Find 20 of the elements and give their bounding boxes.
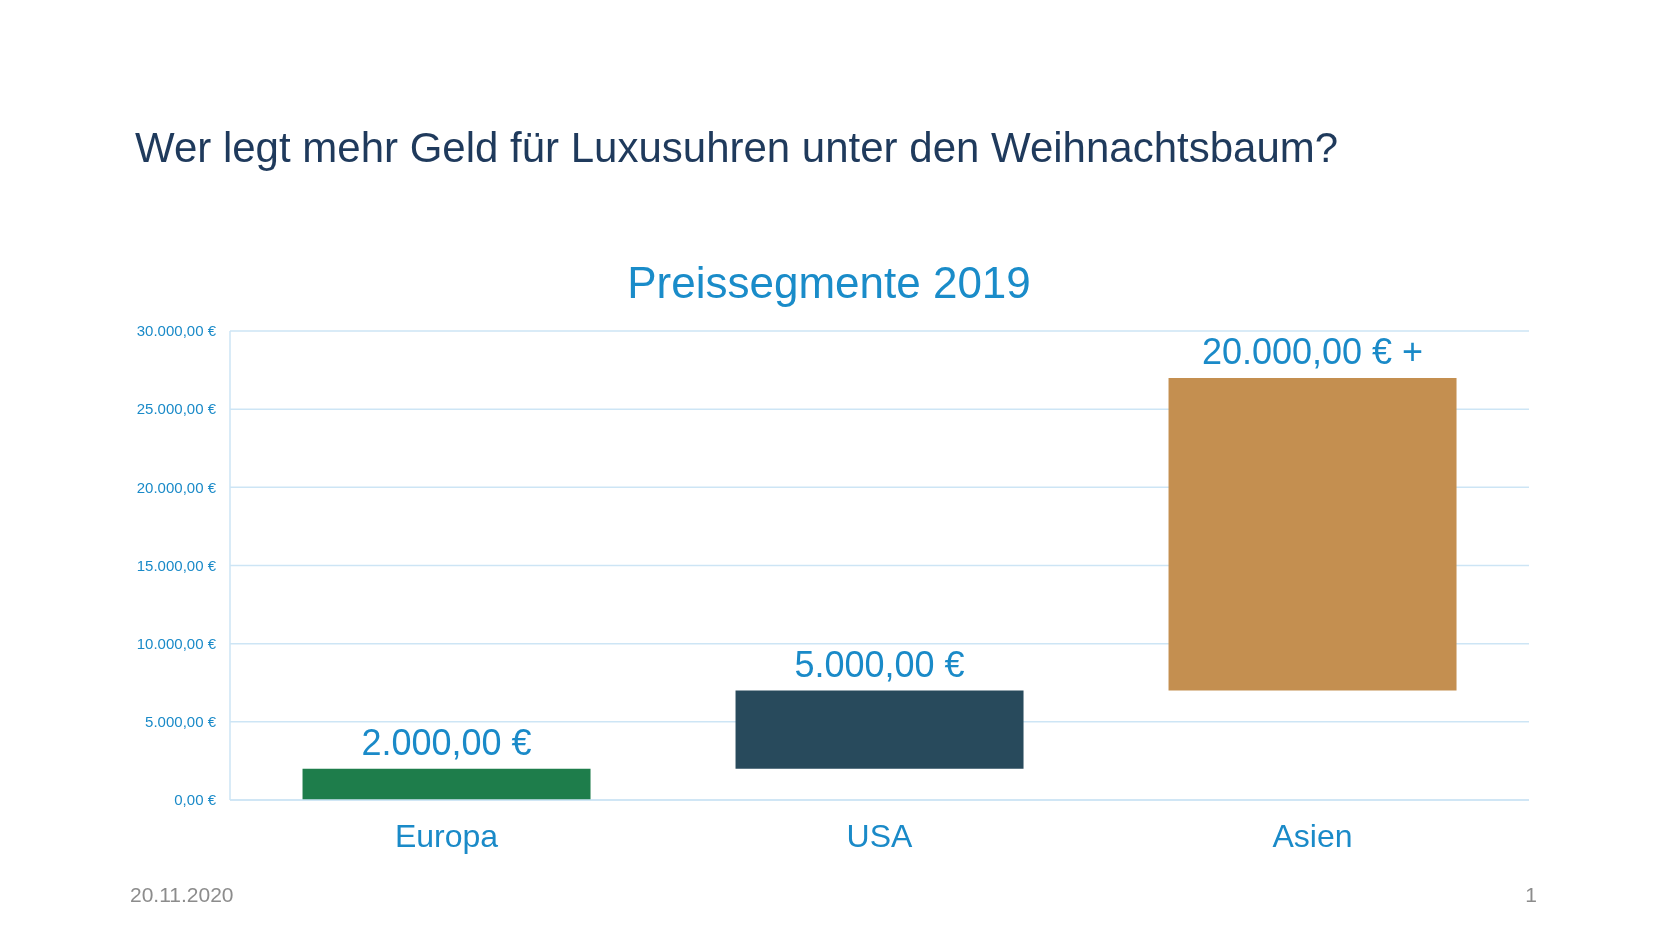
text: 1 [1525, 882, 1537, 908]
text: 20.11.2020 [130, 882, 234, 908]
bar [735, 690, 1024, 769]
y-tick-label: 25.000,00 € [136, 400, 217, 418]
chart-subtitle: Preissegmente 2019 [626, 257, 1032, 309]
x-tick-label: USA [846, 817, 914, 854]
x-tick-label: Asien [1272, 817, 1353, 854]
data-label: 5.000,00 € [794, 643, 965, 685]
x-tick-label: Europa [394, 817, 499, 854]
y-tick-label: 10.000,00 € [136, 634, 217, 652]
bar [302, 768, 591, 800]
y-tick-label: 0,00 € [174, 791, 217, 809]
bar [1168, 377, 1457, 691]
chart-title: Wer legt mehr Geld für Luxusuhren unter den Weihnachtsbaum? [135, 123, 1339, 173]
y-tick-label: 5.000,00 € [145, 713, 217, 731]
y-tick-label: 30.000,00 € [136, 322, 217, 340]
y-tick-label: 20.000,00 € [136, 478, 217, 496]
y-tick-label: 15.000,00 € [136, 556, 217, 574]
data-label: 2.000,00 € [361, 721, 532, 763]
data-label: 20.000,00 € + [1201, 330, 1424, 372]
